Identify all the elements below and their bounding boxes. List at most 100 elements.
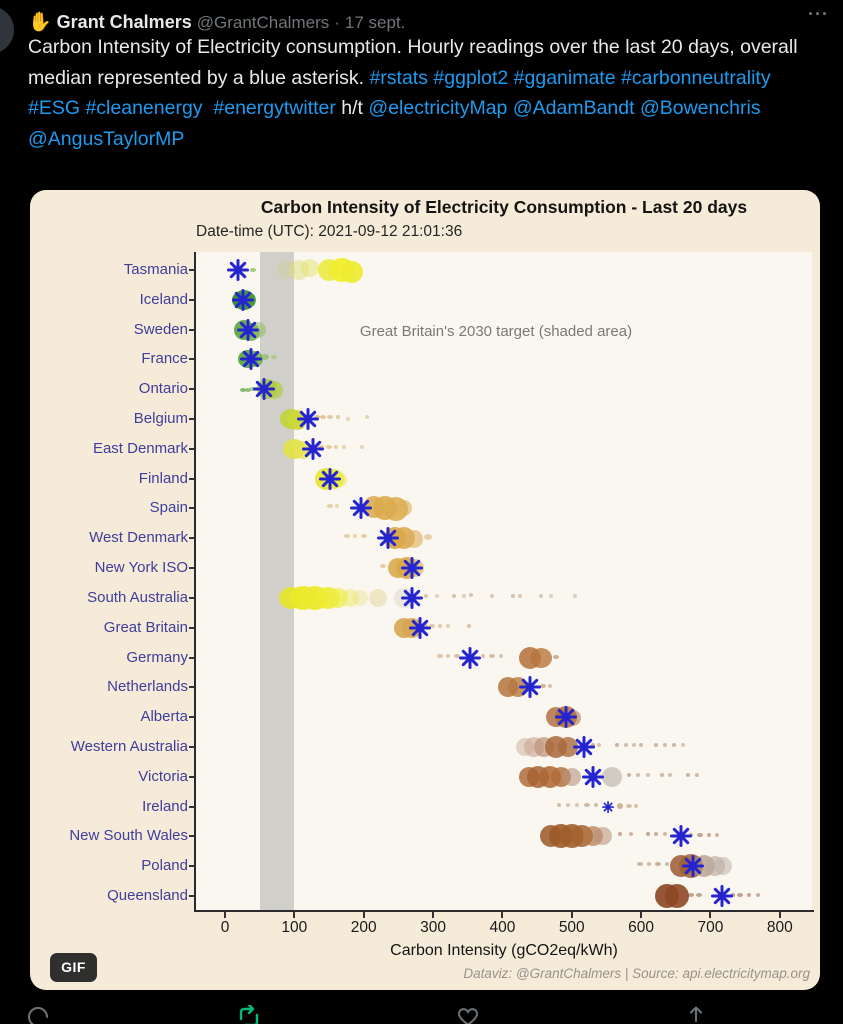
data-point: [755, 893, 760, 897]
y-axis-label: Netherlands: [107, 678, 188, 696]
mention-adambandt[interactable]: @AdamBandt: [512, 97, 635, 119]
median-asterisk-marker: [319, 467, 342, 490]
data-point: [623, 742, 628, 747]
data-point: [686, 772, 691, 777]
hashtag-rstats[interactable]: #rstats: [369, 66, 428, 89]
data-point: [510, 593, 515, 598]
data-point: [488, 653, 495, 658]
data-point: [467, 623, 472, 628]
mention-angustaylormp[interactable]: @AngusTaylorMP: [28, 127, 185, 150]
data-point: [707, 833, 712, 838]
data-point: [663, 832, 668, 837]
more-options-icon[interactable]: ···: [808, 4, 829, 24]
data-point: [446, 623, 451, 628]
y-axis-label: France: [141, 350, 188, 368]
data-point: [340, 261, 363, 283]
target-shaded-band: [259, 252, 295, 910]
x-axis-tick-label: 600: [628, 919, 655, 936]
data-point: [344, 534, 351, 539]
chart-caption: Dataviz: @GrantChalmers | Source: api.el…: [463, 966, 810, 981]
plot-panel: Great Britain's 2030 target (shaded area…: [196, 252, 812, 910]
data-point: [617, 802, 624, 809]
hashtag-cleanenergy[interactable]: #cleanenergy: [85, 97, 203, 119]
median-asterisk-marker: [297, 408, 320, 431]
median-asterisk-marker: [519, 676, 542, 699]
median-asterisk-marker: [401, 557, 424, 580]
hashtag-esg[interactable]: #ESG: [28, 97, 81, 119]
median-asterisk-marker: [601, 800, 614, 813]
tweet-text: Carbon Intensity of Electricity consumpt…: [28, 32, 823, 154]
data-point: [562, 767, 581, 786]
median-asterisk-marker: [581, 765, 604, 788]
median-asterisk-marker: [240, 348, 263, 371]
data-point: [639, 742, 644, 747]
data-point: [428, 623, 435, 628]
y-axis-label: Poland: [141, 857, 188, 875]
data-point: [654, 832, 659, 837]
data-point: [538, 593, 543, 598]
x-axis-title: Carbon Intensity (gCO2eq/kWh): [390, 942, 618, 959]
hashtag-ggplot2[interactable]: #ggplot2: [433, 66, 509, 89]
data-point: [480, 653, 485, 658]
x-axis-tick: [570, 912, 573, 918]
retweet-icon[interactable]: [236, 1005, 262, 1024]
y-axis-tick: [189, 477, 195, 480]
y-axis-label: Sweden: [133, 320, 188, 338]
data-point: [327, 504, 334, 509]
data-point: [340, 588, 359, 607]
data-point: [590, 742, 595, 747]
like-icon[interactable]: [456, 1005, 480, 1024]
y-axis-label: West Denmark: [89, 529, 188, 547]
data-point: [489, 593, 494, 598]
y-axis-tick: [189, 537, 195, 540]
y-axis-tick: [189, 656, 195, 659]
tweet-text-segment: [203, 97, 214, 119]
chart-media[interactable]: Carbon Intensity of Electricity Consumpt…: [30, 190, 820, 990]
data-point: [672, 742, 677, 747]
data-point: [539, 684, 546, 689]
hashtag-gganimate[interactable]: #gganimate: [513, 66, 616, 89]
data-point: [558, 736, 579, 757]
share-icon[interactable]: [684, 1005, 708, 1024]
y-axis-tick: [189, 269, 195, 271]
data-point: [244, 388, 251, 393]
data-point: [240, 388, 247, 393]
hashtag-carbonneutrality[interactable]: #carbonneutrality: [621, 66, 771, 89]
mention-electricitymap[interactable]: @electricityMap: [368, 97, 508, 119]
hashtag-energytwitter[interactable]: #energytwitter: [213, 97, 336, 119]
y-axis-tick: [189, 745, 195, 748]
x-axis-tick-label: 0: [220, 919, 230, 936]
tweet-header: ✋ Grant Chalmers @GrantChalmers · 17 sep…: [28, 10, 783, 34]
data-point: [436, 653, 443, 658]
display-name[interactable]: Grant Chalmers: [56, 12, 192, 32]
data-point: [404, 530, 423, 549]
tweet-date[interactable]: 17 sept.: [344, 13, 406, 32]
mention-bowenchris[interactable]: @Bowenchris: [639, 97, 761, 119]
user-handle[interactable]: @GrantChalmers: [196, 13, 330, 32]
data-point: [665, 862, 670, 867]
x-axis-tick: [293, 912, 296, 918]
reply-icon[interactable]: [26, 1005, 50, 1024]
data-point: [659, 772, 664, 777]
data-point: [635, 772, 640, 777]
y-axis-label: Finland: [138, 469, 188, 487]
y-axis-tick: [189, 775, 195, 778]
x-axis-tick-label: 300: [420, 919, 446, 936]
y-axis-label: Great Britain: [103, 618, 188, 636]
data-point: [300, 259, 319, 277]
annotation-text: Great Britain's 2030 target (shaded area…: [359, 323, 633, 340]
date-separator: ·: [334, 13, 340, 32]
x-axis-tick-label: 400: [489, 919, 516, 936]
data-point: [454, 653, 461, 658]
median-asterisk-marker: [376, 527, 399, 550]
data-point: [336, 415, 341, 420]
data-point: [335, 504, 340, 509]
data-point: [688, 893, 695, 897]
avatar[interactable]: [0, 6, 14, 54]
x-axis-tick: [501, 912, 504, 918]
data-point: [696, 893, 703, 897]
data-point: [736, 893, 743, 897]
median-asterisk-marker: [554, 706, 577, 729]
data-point: [333, 444, 338, 449]
data-point: [395, 500, 412, 517]
